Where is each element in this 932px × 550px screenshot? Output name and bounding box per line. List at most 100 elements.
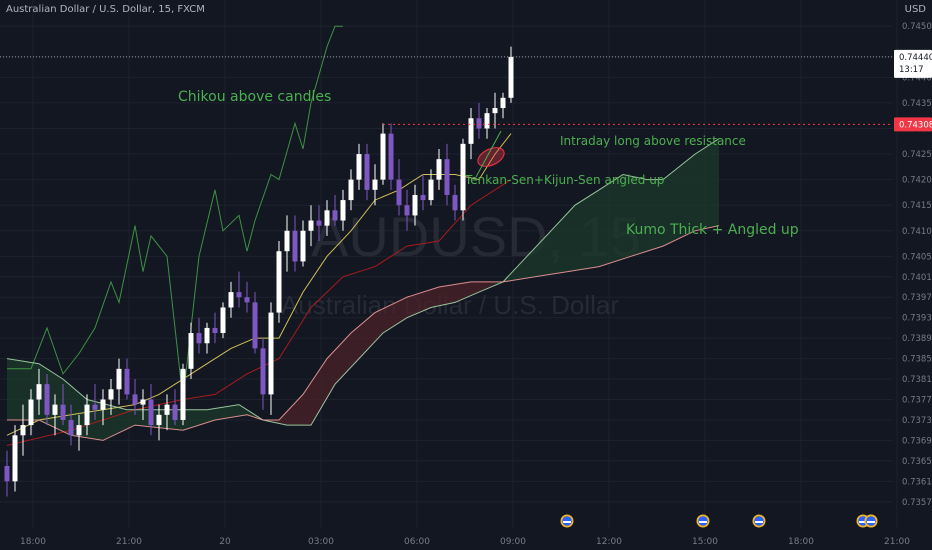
x-tick-label: 21:00 xyxy=(884,537,910,547)
x-tick-label: 06:00 xyxy=(404,537,430,547)
candle-down xyxy=(452,194,458,211)
senkou-span-a-line xyxy=(6,138,720,426)
candle-up xyxy=(188,333,194,369)
candle-down xyxy=(388,133,394,180)
candle-up xyxy=(84,404,90,426)
candle-up xyxy=(228,292,234,308)
candle-up xyxy=(460,143,466,211)
annotations: Chikou above candles Intraday long above… xyxy=(178,89,799,238)
last-price-tag xyxy=(894,49,932,78)
candle-up xyxy=(204,327,210,344)
candle-down xyxy=(68,419,74,436)
candle-down xyxy=(236,292,242,298)
candle-up xyxy=(276,251,282,313)
candle-up xyxy=(156,414,162,426)
candle-up xyxy=(108,389,114,400)
countdown-value: 13:17 xyxy=(899,65,924,75)
candle-down xyxy=(92,404,98,410)
x-tick-label: 21:00 xyxy=(116,537,142,547)
tenkan-sen-line xyxy=(6,133,512,436)
candle-up xyxy=(220,307,226,334)
candle-up xyxy=(76,425,82,436)
candle-up xyxy=(52,404,58,415)
kumo-segment xyxy=(495,138,719,286)
candle-down xyxy=(244,297,250,303)
candle-up xyxy=(412,194,418,216)
candle-up xyxy=(36,384,42,400)
candle-up xyxy=(284,230,290,252)
senkou-span-b-line xyxy=(7,225,720,441)
us-flag-event-icon xyxy=(560,514,574,528)
overlays xyxy=(0,56,893,178)
candlestick-series xyxy=(4,46,514,497)
candle-down xyxy=(4,465,10,482)
candle-up xyxy=(28,399,34,426)
candle-up xyxy=(140,399,146,405)
candle-up xyxy=(468,118,474,144)
us-flag-event-icon xyxy=(696,514,710,528)
candle-up xyxy=(20,425,26,436)
candle-up xyxy=(380,133,386,180)
us-flag-event-icon xyxy=(864,514,878,528)
candle-down xyxy=(396,179,402,206)
kumo-segment xyxy=(263,281,495,426)
last-price-value: 0.74440 xyxy=(899,53,932,63)
y-tick-label: 0.73570 xyxy=(902,498,932,508)
candle-up xyxy=(436,159,442,180)
candle-down xyxy=(316,220,322,226)
candle-up xyxy=(116,368,122,390)
x-tick-label: 18:00 xyxy=(20,537,46,547)
chikou-annotation: Chikou above candles xyxy=(178,89,331,105)
candle-up xyxy=(492,108,498,114)
price-axis[interactable]: 0.745000.744500.744000.743500.743000.742… xyxy=(902,22,932,508)
candle-up xyxy=(348,179,354,201)
candle-down xyxy=(44,384,50,415)
candle-up xyxy=(508,56,514,98)
currency-label: USD xyxy=(904,4,926,15)
candle-up xyxy=(428,179,434,201)
candle-up xyxy=(340,200,346,221)
candle-down xyxy=(476,118,482,129)
candle-down xyxy=(364,154,370,190)
candle-up xyxy=(268,312,274,395)
candle-down xyxy=(332,210,338,221)
candle-down xyxy=(60,404,66,420)
candle-up xyxy=(164,404,170,415)
candle-down xyxy=(124,368,130,395)
x-tick-label: 20 xyxy=(219,537,231,547)
candle-down xyxy=(252,302,258,349)
annotation-pointer xyxy=(475,130,502,178)
candle-down xyxy=(172,404,178,420)
candle-up xyxy=(324,210,330,226)
candle-down xyxy=(196,333,202,344)
resistance-price-tag xyxy=(894,117,932,132)
candle-down xyxy=(404,205,410,216)
resistance-annotation: Intraday long above resistance xyxy=(560,134,746,148)
chart-title: Australian Dollar / U.S. Dollar, 15, FXC… xyxy=(6,4,205,15)
candle-up xyxy=(12,435,18,482)
candle-up xyxy=(500,97,506,109)
candle-up xyxy=(180,368,186,420)
price-tags: 0.74440 13:17 0.74308 xyxy=(894,49,932,132)
chikou-span-line xyxy=(7,25,343,400)
time-axis[interactable]: 18:00 21:00 20 03:00 06:00 09:00 12:00 15:00 18:… xyxy=(20,514,932,548)
candle-up xyxy=(100,399,106,410)
x-tick-label: 18:00 xyxy=(788,537,814,547)
